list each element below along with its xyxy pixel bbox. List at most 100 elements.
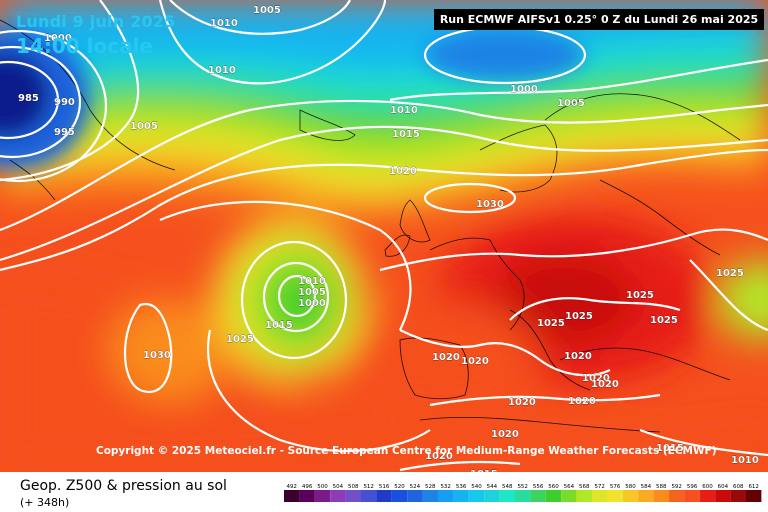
scale-tick-label: 584: [641, 484, 652, 490]
scale-swatch: [699, 490, 716, 502]
scale-tick-label: 492: [286, 484, 297, 490]
isobar-label: 1015: [392, 129, 420, 140]
scale-swatch: [592, 490, 608, 502]
scale-swatch: [530, 490, 546, 502]
isobar-label: 1020: [564, 351, 592, 362]
scale-tick-label: 572: [594, 484, 605, 490]
scale-tick-label: 500: [317, 484, 328, 490]
scale-tick-label: 552: [517, 484, 528, 490]
isobar-label: 1020: [508, 397, 536, 408]
scale-tick-label: 556: [533, 484, 544, 490]
valid-time: 14:00 locale: [16, 34, 153, 58]
valid-date: Lundi 9 juin 2025: [16, 12, 176, 31]
scale-tick-label: 576: [610, 484, 621, 490]
isobar-label: 1025: [626, 290, 654, 301]
isobar-label: 1025: [537, 318, 565, 329]
isobar-label: 1020: [461, 356, 489, 367]
scale-swatch: [545, 490, 562, 502]
isobar-label: 1005: [253, 5, 281, 16]
scale-tick-label: 544: [487, 484, 498, 490]
lead-time: (+ 348h): [20, 496, 70, 509]
isobar-label: 1000: [44, 33, 72, 44]
scale-swatch: [515, 490, 531, 502]
scale-swatch: [653, 490, 669, 502]
isobars: [0, 0, 768, 472]
scale-tick-label: 520: [394, 484, 405, 490]
scale-tick-label: 548: [502, 484, 513, 490]
isobar-label: 1010: [731, 455, 759, 466]
isobar-label: 1000: [298, 298, 326, 309]
scale-swatch: [669, 490, 685, 502]
isobar-label: 1010: [210, 18, 238, 29]
run-info-box: Run ECMWF AIFSv1 0.25° 0 Z du Lundi 26 m…: [434, 9, 764, 30]
isobar-label: 1010: [390, 105, 418, 116]
copyright-notice: Copyright © 2025 Meteociel.fr - Source E…: [96, 445, 717, 457]
isobar-label: 1030: [476, 199, 504, 210]
scale-tick-label: 564: [564, 484, 575, 490]
scale-tick-label: 600: [702, 484, 713, 490]
scale-tick-label: 516: [379, 484, 390, 490]
isobar-label: 1025: [716, 268, 744, 279]
coastlines: [0, 19, 741, 433]
scale-swatch: [607, 490, 623, 502]
scale-tick-label: 592: [671, 484, 682, 490]
scale-swatch: [330, 490, 346, 502]
isobar-label: 1005: [557, 98, 585, 109]
scale-swatch: [391, 490, 408, 502]
scale-swatch: [684, 490, 700, 502]
isobar-label: 1010: [208, 65, 236, 76]
scale-swatch: [715, 490, 731, 502]
isobar-label: 1005: [130, 121, 158, 132]
scale-swatch: [453, 490, 469, 502]
isobar-label: 990: [54, 97, 75, 108]
scale-swatch: [299, 490, 315, 502]
scale-tick-label: 536: [456, 484, 467, 490]
isobar-label: 1020: [491, 429, 519, 440]
isobar-label: 1020: [568, 396, 596, 407]
isobar-label: 1030: [143, 350, 171, 361]
scale-swatch: [284, 490, 300, 502]
isobar-label: 995: [54, 127, 75, 138]
color-scale-legend: 492 496 500 504 508 512 516 520 524 528 532 536 540 5…: [284, 484, 762, 502]
isobar-label: 1005: [298, 287, 326, 298]
isobar-label: 1020: [389, 166, 417, 177]
scale-swatch: [345, 490, 361, 502]
scale-tick-label: 608: [733, 484, 744, 490]
scale-swatch: [622, 490, 639, 502]
isobar-label: 1025: [226, 334, 254, 345]
scale-swatch: [638, 490, 654, 502]
scale-tick-label: 604: [718, 484, 729, 490]
scale-swatch: [730, 490, 746, 502]
scale-swatch: [438, 490, 454, 502]
scale-tick-label: 508: [348, 484, 359, 490]
scale-swatch: [468, 490, 485, 502]
scale-tick-label: 580: [625, 484, 636, 490]
scale-swatch: [576, 490, 592, 502]
scale-tick-label: 528: [425, 484, 436, 490]
scale-swatch: [361, 490, 377, 502]
scale-tick-label: 540: [471, 484, 482, 490]
isobar-label: 1020: [582, 373, 610, 384]
isobar-label: 1020: [591, 379, 619, 390]
scale-swatch: [499, 490, 515, 502]
scale-swatch: [376, 490, 392, 502]
isobar-label: 1020: [425, 451, 453, 462]
color-field: [0, 0, 768, 472]
isobar-label: 1000: [510, 84, 538, 95]
scale-swatch: [561, 490, 577, 502]
isobar-label: 1015: [470, 469, 498, 472]
isobar-label: 1010: [298, 276, 326, 287]
scale-swatch: [484, 490, 500, 502]
isobar-label: 1025: [650, 315, 678, 326]
scale-tick-label: 524: [410, 484, 421, 490]
isobar-label: 1015: [656, 443, 684, 454]
scale-tick-label: 560: [548, 484, 559, 490]
scale-swatch: [746, 490, 762, 502]
scale-tick-label: 496: [302, 484, 313, 490]
scale-tick-label: 596: [687, 484, 698, 490]
scale-swatch: [407, 490, 423, 502]
map-title: Geop. Z500 & pression au sol: [20, 478, 227, 494]
isobar-label: 1025: [565, 311, 593, 322]
isobar-label: 985: [18, 93, 39, 104]
